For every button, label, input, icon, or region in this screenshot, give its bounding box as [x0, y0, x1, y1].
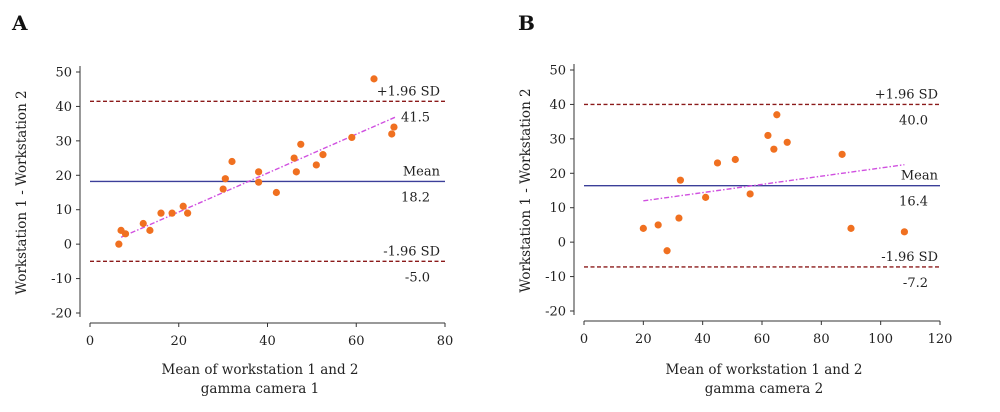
mean-line-name: Mean — [901, 169, 939, 184]
data-point — [773, 111, 781, 119]
data-point — [184, 209, 192, 217]
data-point — [838, 150, 846, 158]
data-point — [157, 209, 165, 217]
data-point — [348, 133, 356, 142]
data-point — [746, 190, 754, 198]
data-point — [297, 140, 305, 148]
data-point — [221, 175, 229, 183]
data-point — [255, 178, 263, 186]
y-tick-label: -10 — [545, 270, 566, 285]
data-point — [168, 209, 176, 217]
data-point — [676, 176, 685, 184]
y-tick-label: 40 — [55, 100, 72, 115]
data-point — [731, 155, 739, 164]
x-tick-label: 20 — [170, 334, 187, 349]
x-axis-title: Mean of workstation 1 and 2 — [666, 362, 863, 378]
data-point — [292, 168, 300, 176]
y-tick-label: 50 — [55, 66, 72, 81]
x-tick-label: 120 — [928, 332, 953, 347]
data-point — [255, 168, 263, 176]
data-point — [713, 159, 722, 167]
data-point — [764, 131, 772, 140]
x-tick-label: 80 — [437, 334, 454, 349]
data-point — [663, 247, 671, 255]
x-tick-label: 20 — [635, 332, 652, 347]
x-axis-subtitle: gamma camera 1 — [201, 381, 319, 397]
x-axis-subtitle: gamma camera 2 — [705, 381, 823, 397]
x-tick-label: 100 — [868, 332, 893, 347]
lower-limit-line-value: -7.2 — [903, 276, 928, 291]
data-point — [115, 240, 123, 248]
data-point — [388, 130, 396, 138]
x-tick-label: 60 — [754, 332, 771, 347]
data-point — [312, 161, 320, 169]
data-point — [179, 202, 187, 210]
data-point — [121, 230, 130, 238]
data-point — [290, 154, 298, 162]
data-point — [847, 224, 855, 232]
x-tick-label: 0 — [580, 332, 588, 347]
regression-line — [120, 116, 397, 238]
data-point — [219, 185, 227, 193]
upper-limit-line-value: 41.5 — [401, 110, 430, 125]
data-point — [319, 151, 327, 159]
x-tick-label: 60 — [348, 334, 365, 349]
panel-letter: A — [11, 11, 28, 35]
mean-line-value: 18.2 — [401, 190, 430, 205]
panel-a: A -20 -10 0 10 20 30 40 50 0 20 40 60 80 +1.96 SD 41.5 M… — [11, 11, 453, 397]
y-tick-label: 30 — [549, 132, 566, 147]
y-tick-label: 30 — [55, 134, 72, 149]
y-tick-label: 10 — [55, 203, 72, 218]
mean-line-name: Mean — [403, 164, 441, 179]
lower-limit-line-value: -5.0 — [405, 270, 430, 285]
x-tick-label: 40 — [259, 334, 276, 349]
y-tick-label: 50 — [549, 64, 566, 79]
y-tick-label: 10 — [549, 201, 566, 216]
data-point — [639, 224, 647, 232]
data-point — [139, 219, 147, 228]
x-tick-label: 0 — [86, 334, 94, 349]
y-axis-title: Workstation 1 - Workstation 2 — [14, 90, 30, 294]
data-point — [900, 228, 909, 236]
upper-limit-line-name: +1.96 SD — [875, 87, 938, 102]
upper-limit-line-value: 40.0 — [899, 113, 928, 128]
x-tick-label: 40 — [694, 332, 711, 347]
y-tick-label: -20 — [51, 307, 72, 322]
y-axis-title: Workstation 1 - Workstation 2 — [518, 88, 534, 292]
data-point — [783, 138, 791, 146]
data-point — [228, 157, 236, 166]
y-tick-label: 0 — [558, 236, 566, 251]
y-tick-label: 0 — [64, 238, 72, 253]
data-point — [370, 75, 378, 83]
y-tick-label: 20 — [549, 167, 566, 182]
panel-letter: B — [518, 11, 535, 35]
regression-line — [643, 163, 905, 202]
data-point — [770, 145, 778, 153]
data-point — [272, 188, 280, 197]
lower-limit-line-name: -1.96 SD — [881, 250, 938, 265]
data-point — [654, 221, 662, 229]
data-point — [675, 214, 683, 222]
y-tick-label: 20 — [55, 169, 72, 184]
data-point — [146, 226, 154, 234]
upper-limit-line-name: +1.96 SD — [377, 84, 440, 99]
mean-line-value: 16.4 — [899, 195, 928, 210]
y-tick-label: -10 — [51, 272, 72, 287]
y-tick-label: 40 — [549, 98, 566, 113]
data-point — [702, 193, 710, 201]
y-tick-label: -20 — [545, 305, 566, 320]
panel-b: B -20 -10 0 10 20 30 40 50 0 20 40 60 80 100 120 +1.96 S… — [518, 11, 952, 397]
x-tick-label: 80 — [813, 332, 830, 347]
data-point — [390, 123, 398, 131]
x-axis-title: Mean of workstation 1 and 2 — [162, 362, 359, 378]
lower-limit-line-name: -1.96 SD — [383, 244, 440, 259]
